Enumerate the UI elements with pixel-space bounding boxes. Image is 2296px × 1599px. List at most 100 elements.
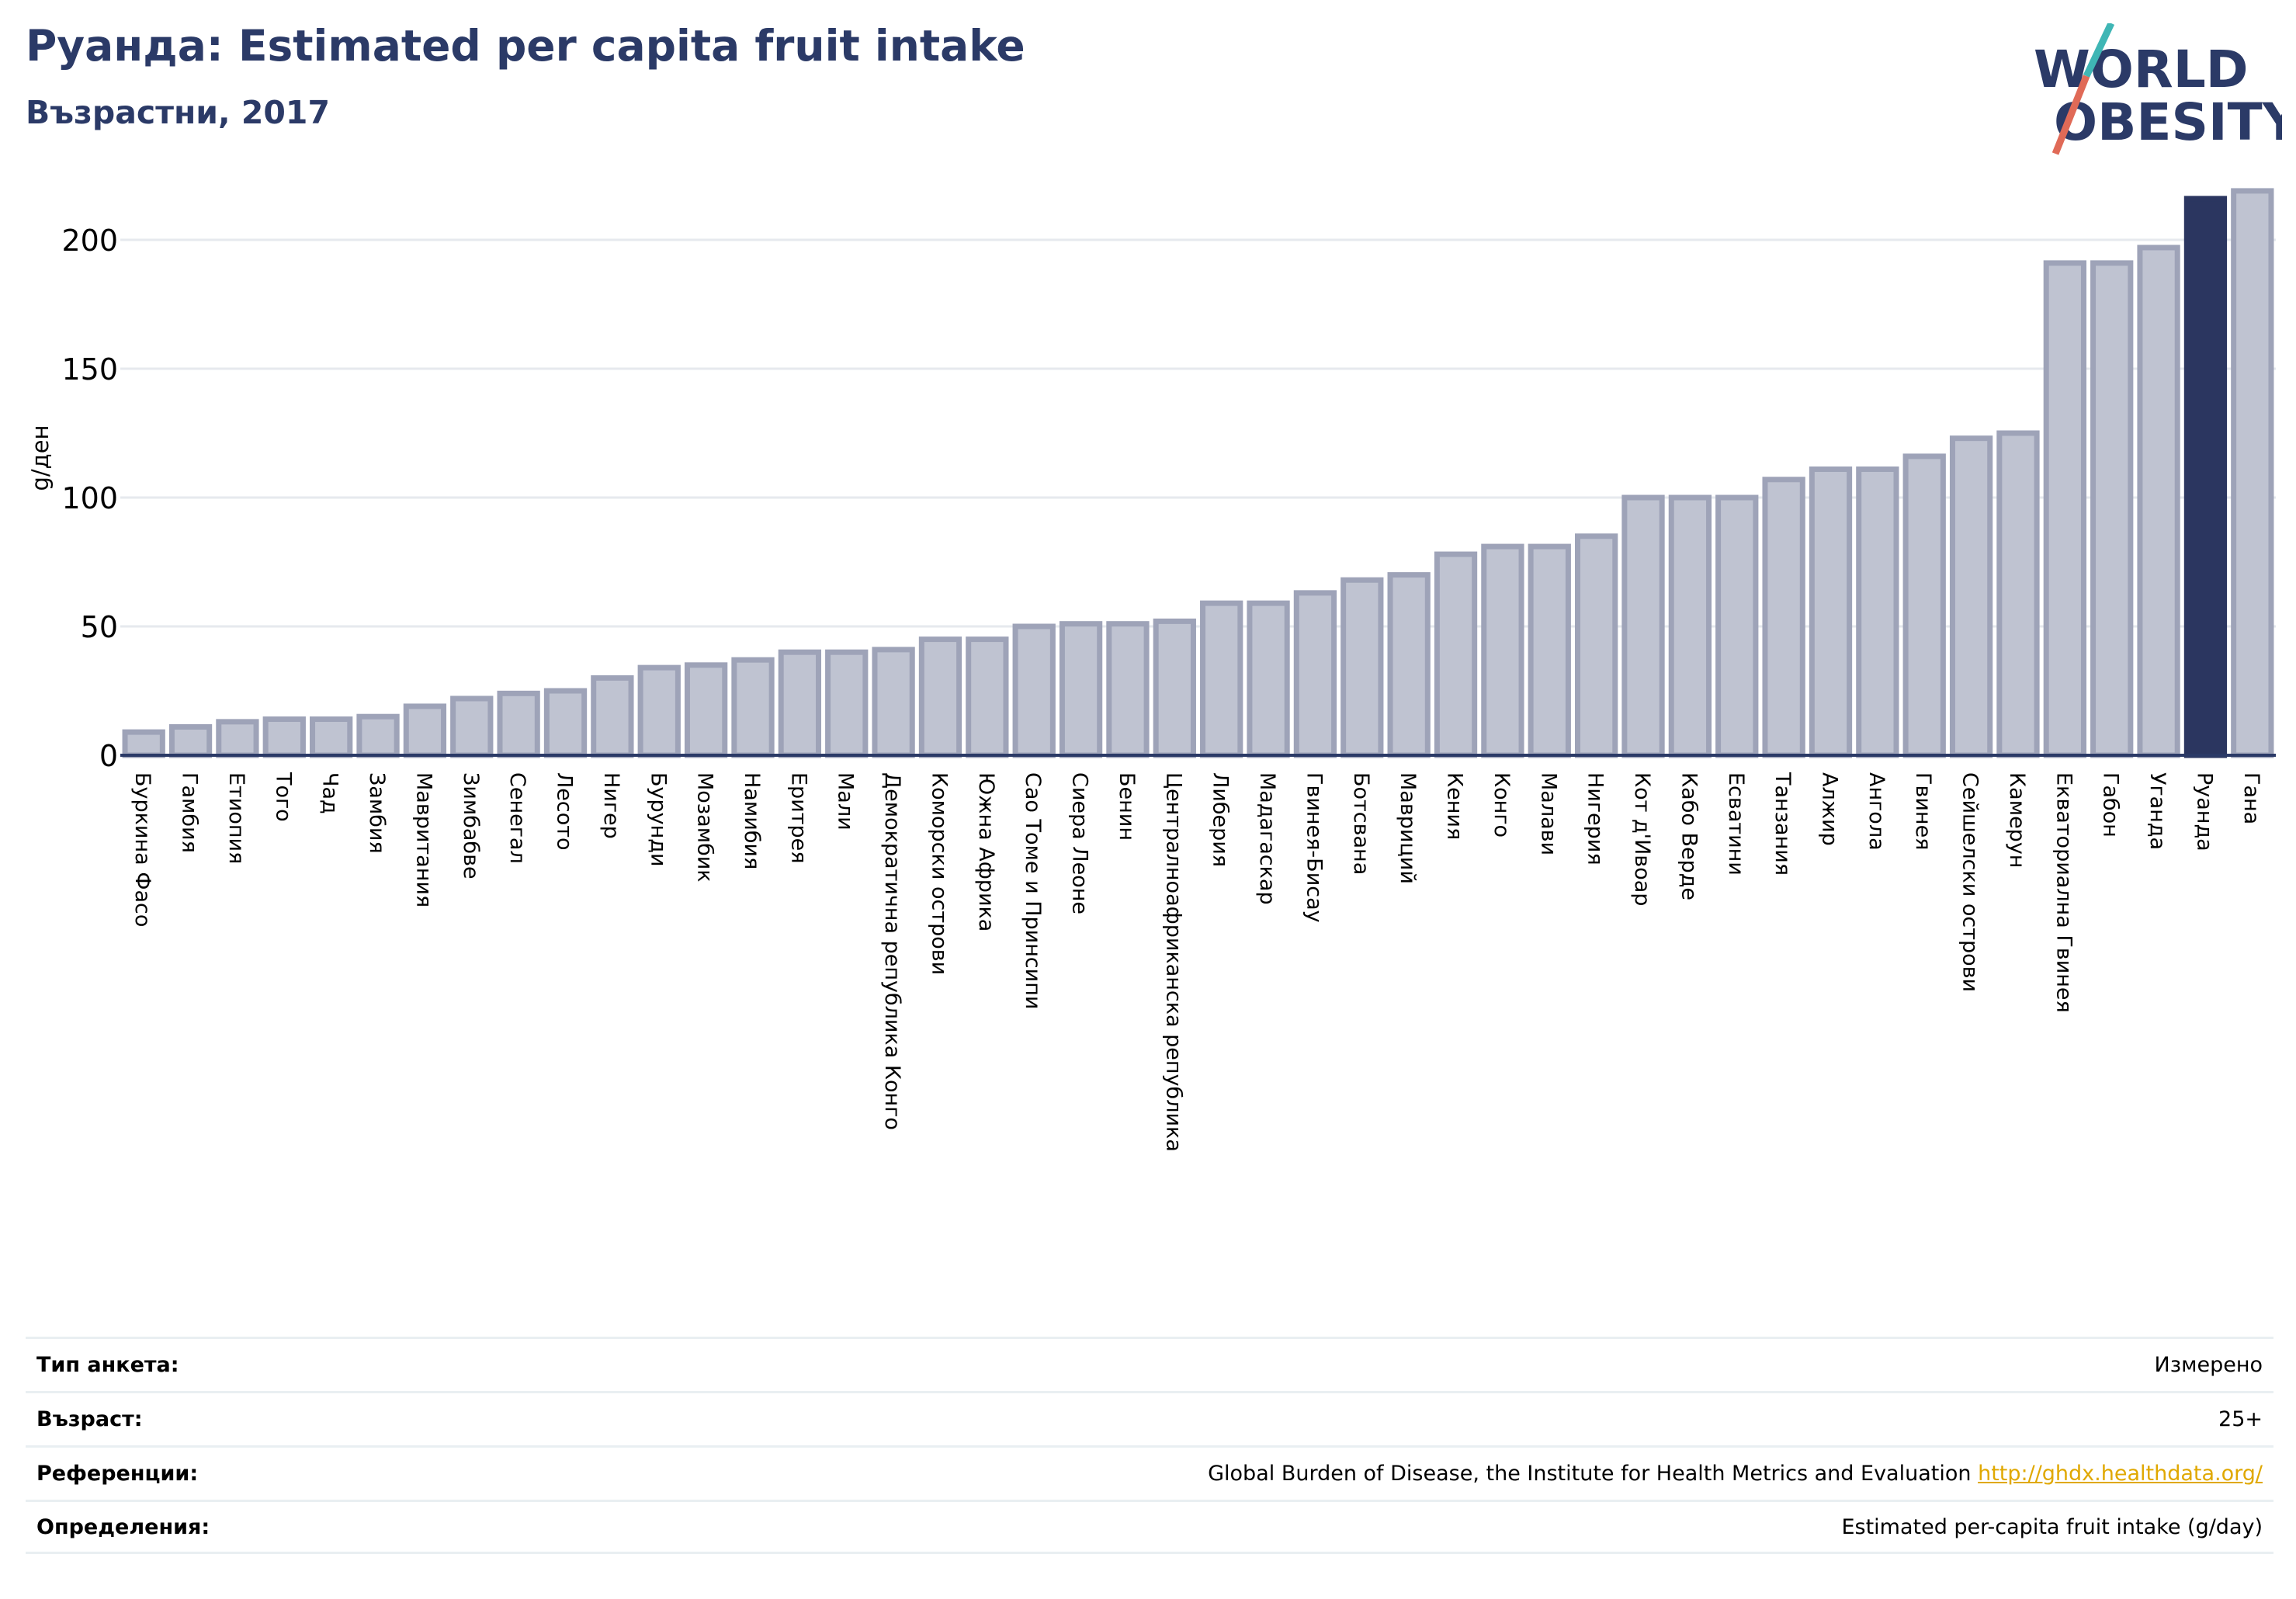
bar [1247,600,1290,758]
x-tick-label: Нигерия [1583,772,1608,865]
bar [918,636,962,758]
metadata-row: Тип анкета: Измерено [26,1337,2273,1391]
bar [872,647,915,758]
x-tick-label: Централноафриканска република [1161,772,1185,1152]
metadata-label: Референции: [36,1462,199,1486]
y-tick-label: 200 [61,224,118,258]
bar [1012,623,1056,758]
bar [1481,543,1524,758]
bar [1387,572,1431,758]
bar [731,657,775,758]
bar-chart: 0 50 100 150 200 Буркина Фасо Гамбия Етиопия То… [27,188,2276,1152]
x-tick-label: Демократична република Конго [880,772,904,1130]
x-tick-labels: Буркина Фасо Гамбия Етиопия Того Чад Замбия Ма… [130,772,2263,1152]
y-tick-label: 50 [81,610,118,644]
x-tick-label: Танзания [1771,772,1795,876]
bar [591,675,634,758]
x-tick-label: Сао Томе и Принсипи [1021,772,1045,1009]
y-tick-labels: 0 50 100 150 200 [61,224,118,773]
metadata-value-text: Измерено [2154,1353,2263,1377]
x-tick-label: Южна Африка [974,772,998,931]
x-tick-label: Буркина Фасо [130,772,154,927]
metadata-row: Референции: Global Burden of Disease, the… [26,1445,2273,1500]
bar [2043,260,2086,758]
x-tick-label: Замбия [365,772,389,854]
x-tick-label: Конго [1490,772,1514,838]
logo-slash-red [2051,75,2090,155]
bar [1856,466,1899,758]
x-tick-label: Сенегал [505,772,529,864]
x-tick-label: Кабо Верде [1677,772,1701,900]
bar [122,729,165,758]
world-obesity-logo: WORLD OBESITY [2034,23,2282,155]
x-tick-label: Камерун [2005,772,2029,868]
bar [1902,453,1946,758]
bar [2090,260,2134,758]
bar [1059,621,1103,758]
metadata-value: Estimated per-capita fruit intake (g/day… [1841,1515,2263,1539]
page-subtitle: Възрастни, 2017 [26,94,330,131]
bar [2137,245,2180,758]
bar [543,688,588,758]
bar [403,703,447,758]
bar [637,664,681,758]
metadata-value-text: Estimated per-capita fruit intake (g/day… [1841,1514,2263,1539]
bar [1434,551,1478,758]
bar [1293,590,1337,758]
x-tick-label: Того [271,772,295,822]
x-tick-label: Мавриций [1396,772,1420,884]
metadata-value-text: Global Burden of Disease, the Institute … [1208,1462,1972,1486]
bar [1153,618,1196,758]
x-tick-label: Мадагаскар [1255,772,1279,905]
bar [778,649,822,758]
x-tick-label: Етиопия [224,772,248,864]
metadata-value: 25+ [2218,1407,2263,1431]
y-tick-label: 150 [61,352,118,387]
y-tick-label: 0 [99,739,118,773]
x-tick-label: Малави [1536,772,1560,855]
logo-line2: OBESITY [2054,92,2282,152]
bar [1949,435,1993,758]
metadata-row: Възраст: 25+ [26,1391,2273,1445]
x-tick-label: Бенин [1115,772,1139,841]
bar [2231,188,2274,758]
bar [1715,494,1759,758]
x-tick-label: Есватини [1724,772,1748,876]
bar [1762,477,1805,758]
logo-slash-teal [2083,23,2115,78]
x-tick-label: Гана [2239,772,2263,824]
bar [1106,621,1150,758]
logo-line1: WORLD [2034,40,2249,99]
metadata-table: Тип анкета: Измерено Възраст: 25+ Референции… [26,1337,2273,1554]
x-tick-label: Сиера Леоне [1068,772,1092,914]
bar [262,716,306,758]
x-tick-label: Руанда [2192,772,2216,852]
x-tick-label: Нигер [599,772,623,839]
x-tick-label: Уганда [2145,772,2169,850]
bar [1340,577,1384,758]
x-tick-label: Мавритания [411,772,435,907]
metadata-label: Възраст: [36,1407,143,1431]
bar [216,719,259,758]
reference-link[interactable]: http://ghdx.healthdata.org/ [1978,1462,2263,1486]
bar [1200,600,1243,758]
x-tick-label: Зимбабве [459,772,483,879]
bar [1668,494,1712,758]
x-tick-label: Алжир [1817,772,1841,846]
x-tick-label: Кения [1443,772,1467,840]
x-tick-label: Чад [318,772,342,814]
x-tick-label: Намибия [740,772,764,869]
bar [497,690,540,758]
bar [1996,430,2040,758]
page-title: Руанда: Estimated per capita fruit intak… [26,21,1025,71]
bar [168,723,213,758]
bar [966,636,1009,758]
x-tick-label: Гвинея-Бисау [1302,772,1326,923]
x-tick-label: Либерия [1209,772,1233,867]
bar [450,695,494,758]
bar [1621,494,1665,758]
x-tick-label: Ботсвана [1349,772,1373,875]
metadata-value: Измерено [2155,1353,2263,1377]
bar [825,649,869,758]
metadata-row: Определения: Estimated per-capita fruit i… [26,1500,2273,1554]
